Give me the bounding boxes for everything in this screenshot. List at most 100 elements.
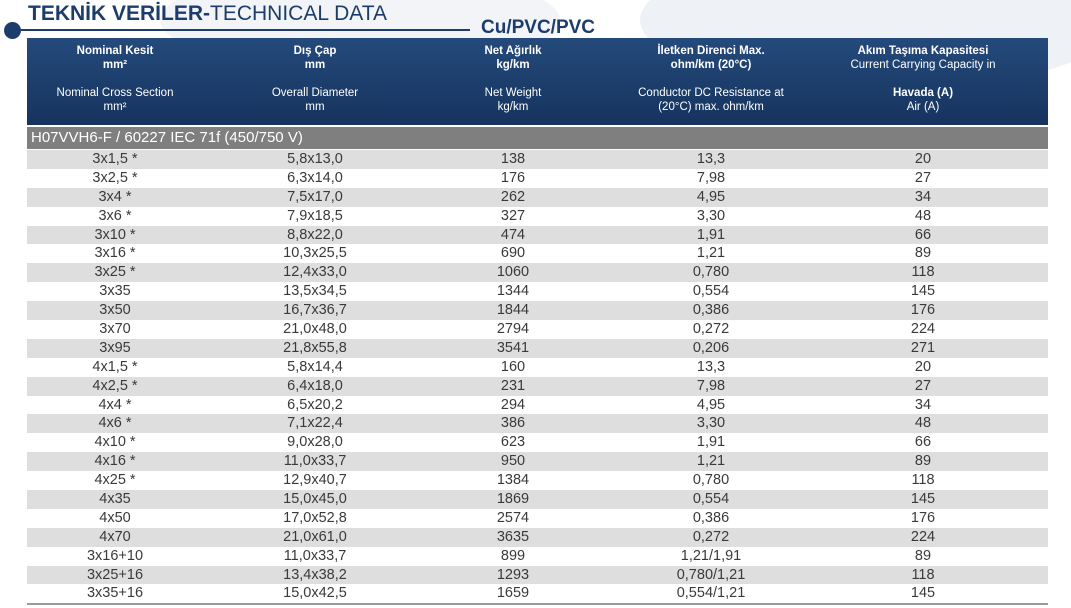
cell-current-capacity: 20 bbox=[914, 358, 932, 375]
cell-nominal-section: 3x25 * bbox=[94, 264, 136, 281]
cell-net-weight: 1060 bbox=[496, 264, 530, 281]
cell-conductor-resistance: 4,95 bbox=[696, 396, 726, 413]
cell-current-capacity: 224 bbox=[910, 321, 936, 338]
header-current-capacity: Akım Taşıma Kapasitesi Current Carrying C… bbox=[850, 45, 996, 113]
cell-nominal-section: 4x4 * bbox=[98, 396, 132, 413]
cell-net-weight: 899 bbox=[500, 547, 526, 564]
cell-current-capacity: 145 bbox=[910, 491, 936, 508]
table-row: 3x10 * 8,8x22,0 474 1,91 66 bbox=[27, 225, 1048, 245]
cell-current-capacity: 118 bbox=[911, 566, 935, 583]
cell-current-capacity: 66 bbox=[914, 226, 932, 243]
table-row: 3x1,5 * 5,8x13,0 138 13,3 20 bbox=[27, 150, 1048, 169]
cell-conductor-resistance: 0,780/1,21 bbox=[676, 566, 746, 583]
cell-conductor-resistance: 0,272 bbox=[692, 321, 730, 338]
cell-nominal-section: 3x16 * bbox=[94, 245, 136, 262]
cell-conductor-resistance: 1,21/1,91 bbox=[680, 547, 742, 564]
cell-net-weight: 1344 bbox=[496, 283, 530, 300]
cell-current-capacity: 118 bbox=[911, 264, 935, 281]
cable-type-subtitle: Cu/PVC/PVC bbox=[481, 17, 596, 38]
cell-current-capacity: 34 bbox=[914, 396, 932, 413]
table-row: 3x25 * 12,4x33,0 1060 0,780 118 bbox=[27, 263, 1048, 283]
data-table-body: 3x1,5 * 5,8x13,0 138 13,3 20 3x2,5 * 6,3x14,0 1… bbox=[27, 150, 1048, 604]
cell-conductor-resistance: 0,780 bbox=[692, 472, 730, 489]
cell-net-weight: 690 bbox=[500, 245, 526, 262]
cell-current-capacity: 89 bbox=[914, 547, 932, 564]
cell-conductor-resistance: 1,21 bbox=[696, 453, 726, 470]
table-row: 3x16+10 11,0x33,7 899 1,21/1,91 89 bbox=[27, 546, 1048, 566]
cell-net-weight: 1659 bbox=[496, 585, 530, 602]
cell-current-capacity: 27 bbox=[914, 377, 932, 394]
cell-net-weight: 3635 bbox=[496, 528, 530, 545]
table-row: 3x16 * 10,3x25,5 690 1,21 89 bbox=[27, 244, 1048, 264]
cell-net-weight: 176 bbox=[500, 169, 526, 186]
cell-nominal-section: 4x2,5 * bbox=[92, 377, 138, 394]
cell-overall-diameter: 12,4x33,0 bbox=[283, 264, 347, 281]
cell-overall-diameter: 7,9x18,5 bbox=[287, 207, 343, 224]
cell-current-capacity: 34 bbox=[914, 188, 932, 205]
cell-net-weight: 1869 bbox=[496, 491, 530, 508]
cell-net-weight: 1293 bbox=[496, 566, 530, 583]
cell-overall-diameter: 6,5x20,2 bbox=[287, 396, 343, 413]
cell-overall-diameter: 11,0x33,7 bbox=[283, 453, 347, 470]
cell-conductor-resistance: 0,780 bbox=[692, 264, 730, 281]
table-header: Nominal Kesit mm² Nominal Cross Section mm… bbox=[27, 38, 1048, 125]
cell-net-weight: 623 bbox=[500, 434, 526, 451]
cell-overall-diameter: 12,9x40,7 bbox=[283, 472, 347, 489]
cell-nominal-section: 3x95 bbox=[99, 339, 131, 356]
cell-nominal-section: 3x2,5 * bbox=[92, 169, 138, 186]
cell-nominal-section: 4x10 * bbox=[94, 434, 136, 451]
table-row: 3x4 * 7,5x17,0 262 4,95 34 bbox=[27, 187, 1048, 207]
cell-overall-diameter: 13,4x38,2 bbox=[283, 566, 347, 583]
cell-nominal-section: 3x35+16 bbox=[86, 585, 144, 602]
cell-net-weight: 3541 bbox=[496, 339, 530, 356]
cell-current-capacity: 176 bbox=[910, 509, 936, 526]
cell-net-weight: 1384 bbox=[496, 472, 530, 489]
cell-net-weight: 327 bbox=[500, 207, 526, 224]
table-row: 4x2,5 * 6,4x18,0 231 7,98 27 bbox=[27, 376, 1048, 396]
cell-conductor-resistance: 1,91 bbox=[696, 226, 726, 243]
cell-nominal-section: 3x16+10 bbox=[86, 547, 144, 564]
page-title: TEKNİK VERİLER-TECHNICAL DATA bbox=[28, 2, 387, 25]
cell-overall-diameter: 21,0x48,0 bbox=[283, 321, 347, 338]
table-row: 4x1,5 * 5,8x14,4 160 13,3 20 bbox=[27, 357, 1048, 377]
cell-conductor-resistance: 1,21 bbox=[696, 245, 726, 262]
table-row: 3x70 21,0x48,0 2794 0,272 224 bbox=[27, 320, 1048, 339]
table-row: 3x25+16 13,4x38,2 1293 0,780/1,21 118 bbox=[27, 565, 1048, 585]
table-row: 3x2,5 * 6,3x14,0 176 7,98 27 bbox=[27, 168, 1048, 188]
cell-nominal-section: 3x6 * bbox=[98, 207, 132, 224]
cell-nominal-section: 3x70 bbox=[99, 321, 131, 338]
cell-conductor-resistance: 0,386 bbox=[692, 302, 730, 319]
cell-overall-diameter: 21,8x55,8 bbox=[283, 339, 347, 356]
table-row: 3x50 16,7x36,7 1844 0,386 176 bbox=[27, 301, 1048, 321]
cell-net-weight: 2574 bbox=[496, 509, 530, 526]
cell-current-capacity: 48 bbox=[914, 207, 932, 224]
cell-current-capacity: 66 bbox=[914, 434, 932, 451]
cell-overall-diameter: 6,4x18,0 bbox=[287, 377, 343, 394]
cell-conductor-resistance: 0,272 bbox=[692, 528, 730, 545]
cell-nominal-section: 4x16 * bbox=[94, 453, 136, 470]
cell-overall-diameter: 21,0x61,0 bbox=[283, 528, 347, 545]
table-row: 3x6 * 7,9x18,5 327 3,30 48 bbox=[27, 206, 1048, 226]
header-nominal-section: Nominal Kesit mm² Nominal Cross Section mm… bbox=[56, 45, 174, 113]
cell-current-capacity: 145 bbox=[910, 283, 936, 300]
cell-overall-diameter: 16,7x36,7 bbox=[283, 302, 347, 319]
cell-overall-diameter: 5,8x13,0 bbox=[287, 151, 343, 167]
cell-current-capacity: 271 bbox=[910, 339, 936, 356]
cell-net-weight: 262 bbox=[500, 188, 526, 205]
cell-current-capacity: 118 bbox=[911, 472, 935, 489]
cell-overall-diameter: 10,3x25,5 bbox=[283, 245, 347, 262]
table-row: 4x50 17,0x52,8 2574 0,386 176 bbox=[27, 508, 1048, 528]
table-row: 3x35 13,5x34,5 1344 0,554 145 bbox=[27, 282, 1048, 302]
cell-current-capacity: 20 bbox=[914, 151, 932, 167]
title-underline bbox=[12, 29, 470, 31]
cell-net-weight: 950 bbox=[500, 453, 526, 470]
table-row: 3x95 21,8x55,8 3541 0,206 271 bbox=[27, 338, 1048, 358]
cell-overall-diameter: 7,1x22,4 bbox=[287, 415, 343, 432]
cell-conductor-resistance: 0,386 bbox=[692, 509, 730, 526]
cell-current-capacity: 176 bbox=[910, 302, 936, 319]
cell-net-weight: 2794 bbox=[496, 321, 530, 338]
cell-nominal-section: 4x1,5 * bbox=[92, 358, 138, 375]
cell-nominal-section: 3x4 * bbox=[98, 188, 132, 205]
cell-overall-diameter: 15,0x42,5 bbox=[283, 585, 347, 602]
cell-nominal-section: 4x35 bbox=[99, 491, 131, 508]
